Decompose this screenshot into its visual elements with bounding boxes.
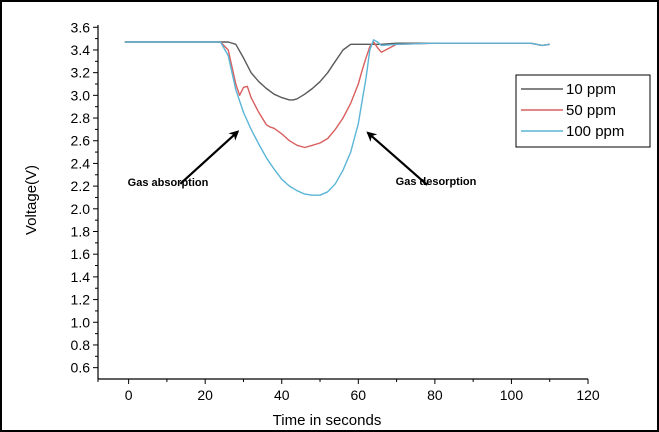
x-tick-label: 20 [197, 387, 213, 403]
plot-lines [124, 39, 550, 196]
y-tick-label: 1.6 [71, 246, 91, 262]
y-axis-title: Voltage(V) [23, 165, 40, 235]
series-line-100-ppm [124, 39, 550, 196]
annotation-arrow [366, 131, 428, 186]
series-line-50-ppm [124, 41, 550, 149]
y-tick-label: 3.2 [71, 65, 91, 81]
legend-box [515, 74, 651, 148]
x-tick-label: 100 [500, 387, 524, 403]
y-tick-label: 2.8 [71, 110, 91, 126]
x-tick-label: 0 [125, 387, 133, 403]
annotations: Gas absorption Gas desorption [128, 130, 477, 189]
y-tick-label: 2.0 [71, 201, 91, 217]
x-tick-label: 40 [274, 387, 290, 403]
y-tick-label: 0.6 [71, 360, 91, 376]
x-tick-label: 60 [351, 387, 367, 403]
y-tick-label: 3.0 [71, 87, 91, 103]
x-tick-label: 120 [576, 387, 600, 403]
y-tick-label: 1.0 [71, 314, 91, 330]
y-tick-label: 3.6 [71, 19, 91, 35]
annotation-arrow [179, 130, 240, 185]
y-tick-label: 1.2 [71, 292, 91, 308]
y-tick-label: 2.6 [71, 133, 91, 149]
x-tick-label: 80 [427, 387, 443, 403]
axes: 0.6 0.8 1.0 1.2 1.4 1.6 1.8 2.0 2.2 2.4 2.6 2.8 3.0 3… [71, 19, 600, 403]
legend-label: 10 ppm [566, 81, 616, 98]
annotation-text: Gas desorption [396, 176, 477, 188]
y-tick-label: 2.2 [71, 178, 91, 194]
y-tick-label: 3.4 [71, 42, 91, 58]
y-tick-label: 1.4 [71, 269, 91, 285]
series-line-10-ppm [124, 41, 550, 101]
legend-label: 50 ppm [566, 102, 616, 119]
y-tick-label: 1.8 [71, 224, 91, 240]
y-tick-label: 2.4 [71, 155, 91, 171]
legend-label: 100 ppm [566, 123, 624, 140]
y-tick-label: 0.8 [71, 337, 91, 353]
x-axis-title: Time in seconds [273, 412, 382, 429]
annotation-text: Gas absorption [128, 177, 209, 189]
legend: 10 ppm 50 ppm 100 ppm [515, 74, 651, 148]
